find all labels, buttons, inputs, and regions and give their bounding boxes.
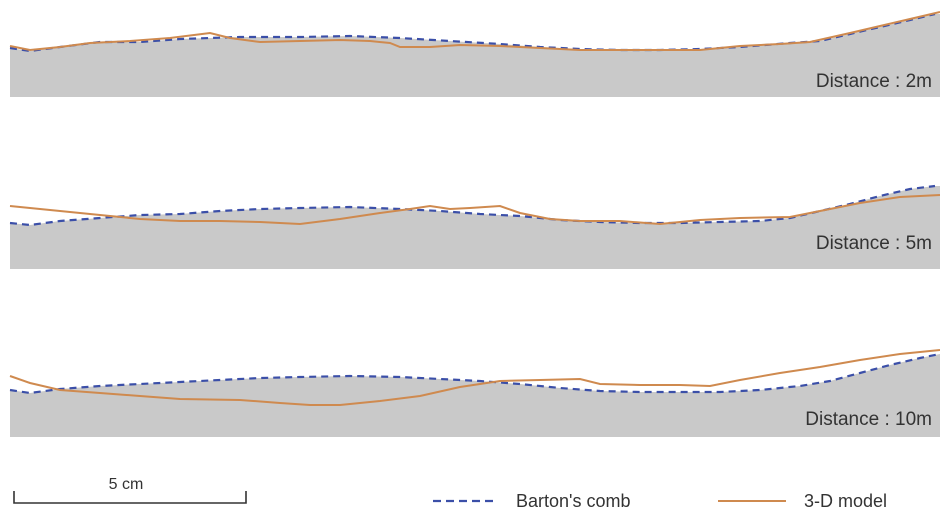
barton-comb-line-10m <box>9 352 940 395</box>
3d-model-line-2m <box>9 11 940 52</box>
rock-profile-2m <box>10 14 940 97</box>
distance-label-10m: Distance : 10m <box>805 409 932 430</box>
profile-panel-2m: Distance : 2m <box>9 11 940 97</box>
scale-bar-line <box>13 491 247 504</box>
scale-bar-label: 5 cm <box>109 476 144 493</box>
distance-label-5m: Distance : 5m <box>816 233 932 254</box>
3d-model-line-5m <box>9 194 940 226</box>
profile-panel-5m: Distance : 5m <box>9 184 940 269</box>
legend-model-label: 3-D model <box>804 491 887 511</box>
scale-bar: 5 cm <box>13 476 247 504</box>
profile-panel-10m: Distance : 10m <box>9 349 940 437</box>
legend-barton-label: Barton's comb <box>516 491 631 511</box>
rock-profile-5m <box>10 186 940 269</box>
3d-model-line-10m <box>9 349 940 406</box>
legend: Barton's comb 3-D model <box>433 491 887 511</box>
rock-profile-10m <box>10 354 940 437</box>
distance-label-2m: Distance : 2m <box>816 71 932 92</box>
